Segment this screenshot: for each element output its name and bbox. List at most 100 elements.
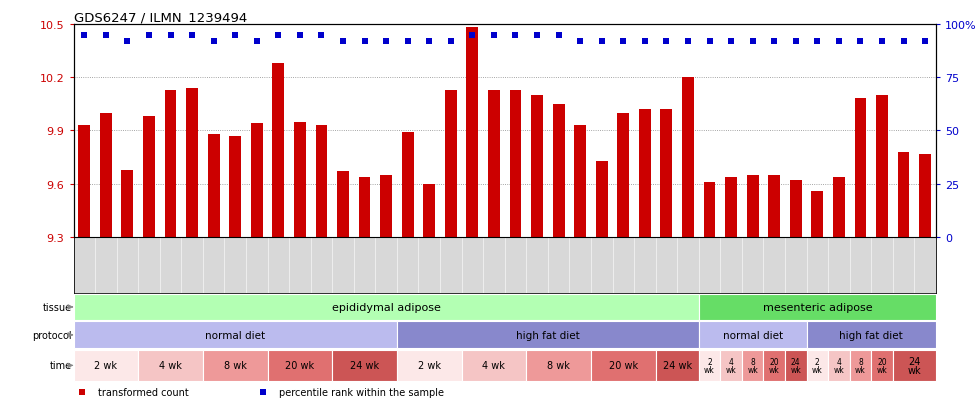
Point	[465, 32, 480, 39]
Point	[529, 32, 545, 39]
Text: 4
wk: 4 wk	[834, 357, 844, 374]
Text: normal diet: normal diet	[205, 330, 266, 340]
Point	[314, 32, 329, 39]
Text: GDS6247 / ILMN_1239494: GDS6247 / ILMN_1239494	[74, 11, 247, 24]
Point	[896, 38, 911, 45]
Bar	[725, 177, 737, 237]
Bar	[510, 90, 521, 237]
Text: 2 wk: 2 wk	[94, 361, 118, 370]
Text: high fat diet: high fat diet	[839, 330, 904, 340]
Text: 8 wk: 8 wk	[547, 361, 570, 370]
Point	[76, 32, 92, 39]
Point	[292, 32, 308, 39]
Bar	[397, 350, 462, 381]
Text: transformed count: transformed count	[98, 387, 188, 397]
Point	[141, 32, 157, 39]
Bar	[682, 78, 694, 237]
Point	[486, 32, 502, 39]
Bar	[294, 122, 306, 237]
Bar	[122, 170, 133, 237]
Bar	[488, 90, 500, 237]
Bar	[272, 64, 284, 237]
Point	[508, 32, 523, 39]
Bar	[186, 89, 198, 237]
Bar	[138, 350, 203, 381]
Text: 4 wk: 4 wk	[159, 361, 182, 370]
Text: 20
wk: 20 wk	[877, 357, 887, 374]
Bar	[850, 350, 871, 381]
Bar	[898, 152, 909, 237]
Point	[874, 38, 890, 45]
Text: tissue: tissue	[43, 302, 72, 312]
Point	[256, 389, 271, 396]
Bar	[661, 110, 672, 237]
Text: protocol: protocol	[32, 330, 72, 340]
Text: 2
wk: 2 wk	[705, 357, 714, 374]
Bar	[699, 322, 807, 349]
Bar	[763, 350, 785, 381]
Point	[594, 38, 610, 45]
Bar	[591, 350, 656, 381]
Point	[98, 32, 114, 39]
Bar	[596, 161, 608, 237]
Bar	[165, 90, 176, 237]
Point	[788, 38, 804, 45]
Bar	[316, 126, 327, 237]
Point	[551, 32, 566, 39]
Bar	[807, 322, 936, 349]
Point	[74, 389, 90, 396]
Text: 24
wk: 24 wk	[791, 357, 801, 374]
Bar	[337, 172, 349, 237]
Bar	[229, 136, 241, 237]
Text: high fat diet: high fat diet	[515, 330, 580, 340]
Bar	[768, 176, 780, 237]
Bar	[402, 133, 414, 237]
Text: normal diet: normal diet	[722, 330, 783, 340]
Bar	[143, 117, 155, 237]
Text: 4 wk: 4 wk	[482, 361, 506, 370]
Point	[120, 38, 135, 45]
Bar	[656, 350, 699, 381]
Point	[659, 38, 674, 45]
Point	[831, 38, 847, 45]
Point	[206, 38, 221, 45]
Bar	[203, 350, 268, 381]
Bar	[876, 96, 888, 237]
Point	[745, 38, 760, 45]
Bar	[526, 350, 591, 381]
Text: 8
wk: 8 wk	[856, 357, 865, 374]
Bar	[704, 183, 715, 237]
Bar	[699, 350, 720, 381]
Bar	[268, 350, 332, 381]
Text: 4
wk: 4 wk	[726, 357, 736, 374]
Bar	[742, 350, 763, 381]
Bar	[720, 350, 742, 381]
Bar	[380, 176, 392, 237]
Bar	[100, 114, 112, 237]
Bar	[445, 90, 457, 237]
Point	[637, 38, 653, 45]
Point	[917, 38, 933, 45]
Bar	[639, 110, 651, 237]
Bar	[208, 135, 220, 237]
Point	[443, 38, 459, 45]
Point	[249, 38, 265, 45]
Bar	[699, 294, 936, 320]
Bar	[251, 124, 263, 237]
Text: 20 wk: 20 wk	[285, 361, 315, 370]
Point	[853, 38, 868, 45]
Text: 8 wk: 8 wk	[223, 361, 247, 370]
Bar	[423, 184, 435, 237]
Bar	[531, 96, 543, 237]
Text: 24 wk: 24 wk	[662, 361, 692, 370]
Point	[766, 38, 782, 45]
Bar	[747, 176, 759, 237]
Point	[723, 38, 739, 45]
Bar	[833, 177, 845, 237]
Bar	[617, 114, 629, 237]
Bar	[332, 350, 397, 381]
Bar	[462, 350, 526, 381]
Point	[680, 38, 696, 45]
Point	[809, 38, 825, 45]
Bar	[466, 28, 478, 237]
